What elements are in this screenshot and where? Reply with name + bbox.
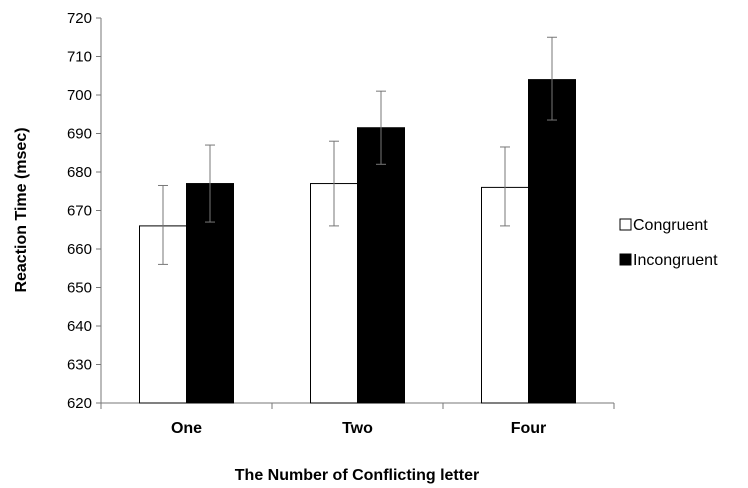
- y-tick-label: 660: [67, 241, 92, 258]
- y-tick-label: 690: [67, 126, 92, 143]
- y-tick-label: 700: [67, 87, 92, 104]
- y-axis-ticks: 620 630 640 650 660 670 680 690 700 710 720: [67, 10, 101, 412]
- legend-swatch: [619, 218, 632, 231]
- y-tick-label: 720: [67, 10, 92, 27]
- y-tick-label: 710: [67, 49, 92, 66]
- y-tick-label: 640: [67, 318, 92, 335]
- y-tick-label: 620: [67, 395, 92, 412]
- plot-area: [100, 18, 614, 404]
- y-tick-label: 670: [67, 203, 92, 220]
- y-tick-label: 630: [67, 357, 92, 374]
- legend-label: Incongruent: [633, 252, 718, 269]
- legend-label: Congruent: [633, 217, 708, 234]
- x-axis-title: The Number of Conflicting letter: [235, 467, 479, 484]
- bar: [528, 79, 576, 404]
- y-axis-title: Reaction Time (msec): [13, 127, 30, 292]
- x-axis-ticks: One Two Four: [100, 403, 615, 437]
- y-tick-label: 650: [67, 280, 92, 297]
- bar: [357, 127, 405, 404]
- x-tick-label: Two: [342, 420, 373, 437]
- y-tick-label: 680: [67, 164, 92, 181]
- x-tick-label: Four: [511, 420, 547, 437]
- legend-swatch: [619, 253, 632, 266]
- legend: Congruent Incongruent: [619, 217, 718, 269]
- x-tick-label: One: [171, 420, 202, 437]
- bar: [186, 183, 234, 404]
